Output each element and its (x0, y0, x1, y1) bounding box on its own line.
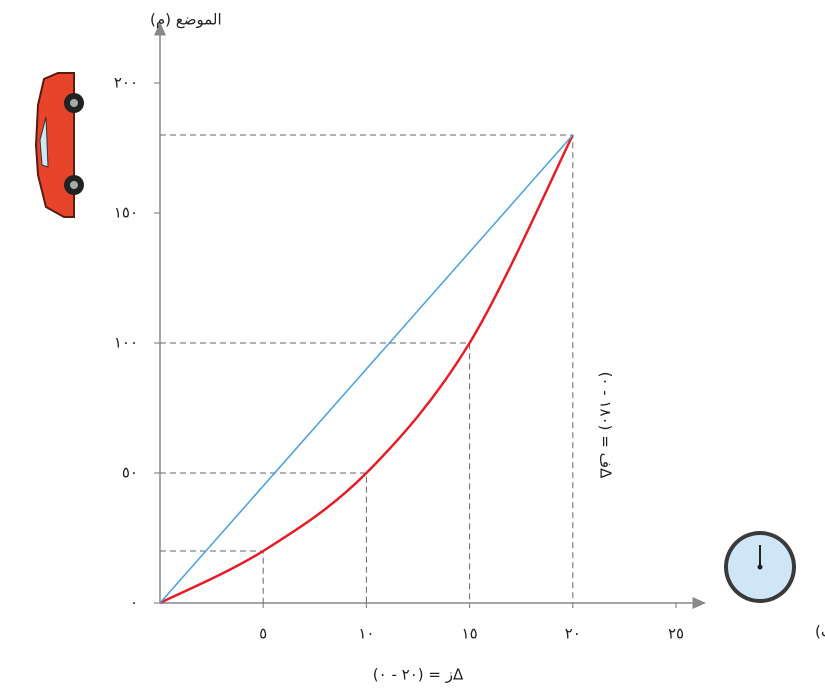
x-tick-label: ١٠ (358, 625, 374, 643)
guide-line (160, 472, 367, 603)
data-line (159, 134, 574, 604)
car-icon (34, 72, 84, 218)
annotation: Δف = (١٨٠ - ٠) (597, 372, 615, 480)
y-tick-label: ١٥٠ (114, 204, 138, 222)
x-axis-title: الزمن(ث) (815, 623, 825, 641)
y-tick-label: ٥٠ (122, 464, 138, 482)
y-tick-label: ٠ (130, 594, 138, 612)
clock-icon (724, 531, 796, 603)
guide-line (160, 342, 471, 603)
x-tick-label: ٢٠ (565, 625, 581, 643)
y-tick-label: ١٠٠ (114, 334, 138, 352)
y-tick-label: ٢٠٠ (114, 74, 138, 92)
x-tick-label: ١٥ (462, 625, 478, 643)
x-tick-label: ٢٥ (668, 625, 684, 643)
data-line (159, 134, 574, 605)
x-tick-label: ٥ (259, 625, 267, 643)
annotation: Δز = (٢٠ - ٠) (373, 666, 464, 684)
y-axis-title: الموضع (م) (150, 11, 222, 29)
